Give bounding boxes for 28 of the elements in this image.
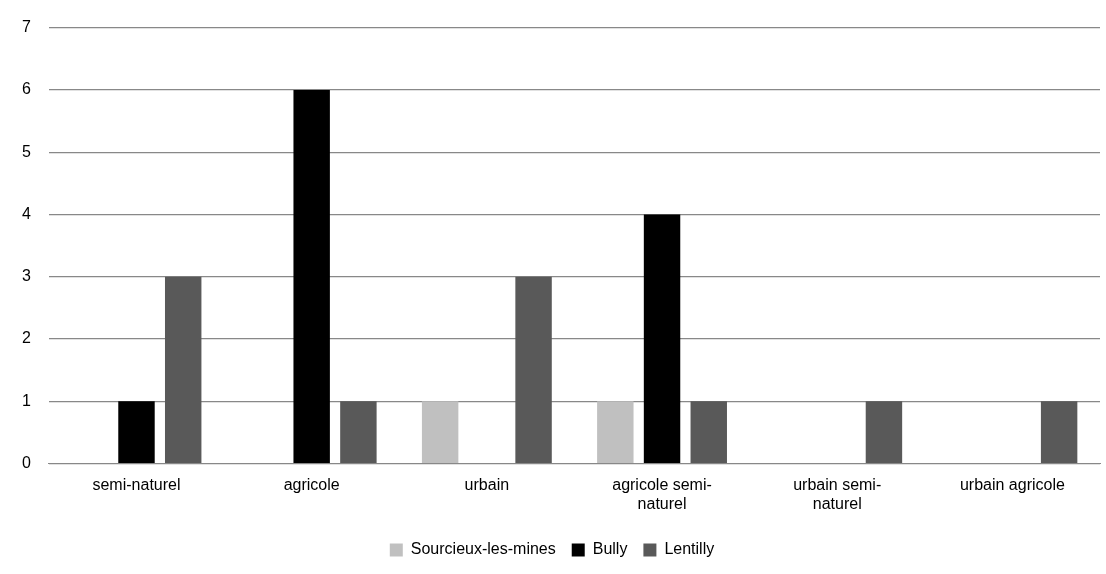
bar <box>293 89 330 463</box>
bar <box>164 276 202 463</box>
x-tick-label: semi-naturel <box>92 475 181 493</box>
bar <box>643 214 681 463</box>
y-tick-label: 2 <box>21 329 31 347</box>
y-tick-label: 1 <box>21 391 31 409</box>
bar <box>118 401 155 463</box>
y-tick-label: 5 <box>21 142 31 160</box>
x-tick-label: urbain agricole <box>959 475 1065 493</box>
bar <box>1040 401 1078 463</box>
y-tick-label: 4 <box>21 204 31 222</box>
legend-label: Sourcieux-les-mines <box>410 540 556 558</box>
bar <box>865 401 903 463</box>
y-tick-label: 7 <box>21 18 31 36</box>
y-tick-label: 3 <box>21 267 31 285</box>
y-tick-label: 6 <box>21 80 31 98</box>
bar <box>421 401 459 463</box>
legend-label: Bully <box>592 540 628 558</box>
bar <box>597 401 634 463</box>
x-tick-label: agricole semi-naturel <box>612 475 712 512</box>
x-tick-label: urbain semi-naturel <box>793 475 882 512</box>
x-tick-label: urbain <box>464 475 510 493</box>
legend-label: Lentilly <box>664 540 715 558</box>
y-tick-label: 0 <box>21 454 31 472</box>
bar <box>340 401 377 463</box>
bar <box>515 276 552 463</box>
bar <box>690 401 727 463</box>
x-tick-label: agricole <box>283 475 340 493</box>
